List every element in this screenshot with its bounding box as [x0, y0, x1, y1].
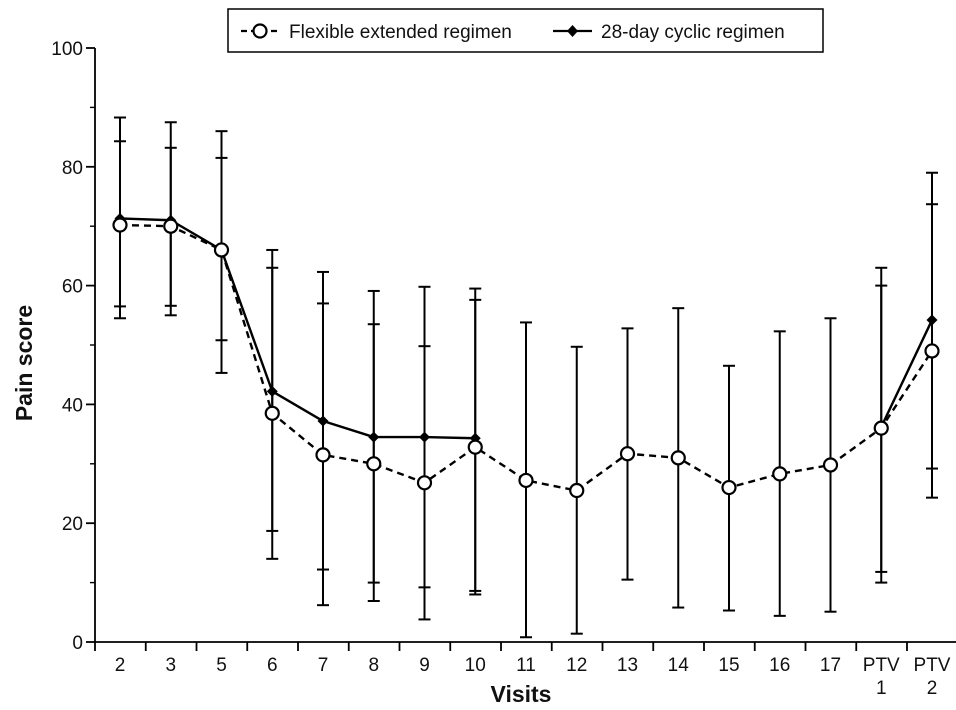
x-tick-label: 12 — [566, 655, 587, 676]
legend-box — [227, 8, 824, 53]
series-line — [119, 223, 934, 492]
x-tick-label: PTV — [914, 655, 951, 676]
data-point — [315, 447, 331, 463]
data-point — [366, 456, 382, 472]
x-tick-label-line2: 2 — [927, 678, 938, 699]
series-flexible-extended — [112, 140, 940, 639]
x-tick-label: 8 — [368, 655, 379, 676]
x-tick-label: PTV — [863, 655, 900, 676]
data-point — [924, 343, 940, 359]
y-axis-title: Pain score — [11, 305, 37, 421]
data-point — [213, 242, 230, 258]
x-tick-label: 2 — [115, 655, 126, 676]
y-tick-label: 80 — [62, 158, 83, 179]
x-tick-label: 7 — [318, 655, 329, 676]
series-line — [119, 217, 476, 440]
data-point — [569, 482, 585, 499]
x-tick-label: 11 — [516, 655, 536, 676]
data-point — [772, 466, 788, 482]
data-point — [518, 472, 534, 489]
y-tick-label: 40 — [62, 395, 83, 416]
series-line — [880, 319, 934, 428]
x-tick-label: 14 — [668, 655, 690, 676]
data-point — [670, 450, 686, 466]
y-tick-label: 60 — [62, 277, 83, 298]
x-tick-label: 13 — [617, 655, 638, 676]
data-point — [721, 479, 737, 496]
legend: Flexible extended regimen 28-day cyclic … — [227, 8, 824, 53]
data-point — [163, 218, 179, 234]
x-tick-label: 9 — [419, 655, 430, 676]
x-tick-label: 3 — [165, 655, 176, 676]
data-point — [619, 446, 636, 462]
data-point — [264, 405, 280, 421]
y-tick-label: 0 — [72, 633, 83, 654]
data-point — [873, 420, 889, 436]
y-tick-label: 100 — [51, 39, 83, 60]
data-point — [467, 439, 483, 455]
x-tick-label: 16 — [769, 655, 790, 676]
x-axis-title: Visits — [491, 681, 552, 707]
x-tick-label: 10 — [465, 655, 486, 676]
legend-label-flexible: Flexible extended regimen — [289, 22, 512, 43]
y-tick-label: 20 — [62, 514, 83, 535]
legend-marker-flexible — [252, 23, 268, 39]
x-tick-label-line2: 1 — [876, 678, 887, 699]
x-tick-label: 6 — [267, 655, 278, 676]
data-point — [416, 475, 433, 491]
x-tick-label: 5 — [216, 655, 227, 676]
legend-label-cyclic: 28-day cyclic regimen — [601, 22, 785, 43]
data-point — [112, 217, 128, 233]
data-point — [822, 457, 839, 473]
x-tick-label: 15 — [718, 655, 739, 676]
y-axis: 0 20 40 60 80 100 — [51, 39, 96, 654]
legend-marker-cyclic — [567, 25, 578, 37]
series-layer — [112, 116, 940, 639]
x-tick-label: 17 — [820, 655, 841, 676]
